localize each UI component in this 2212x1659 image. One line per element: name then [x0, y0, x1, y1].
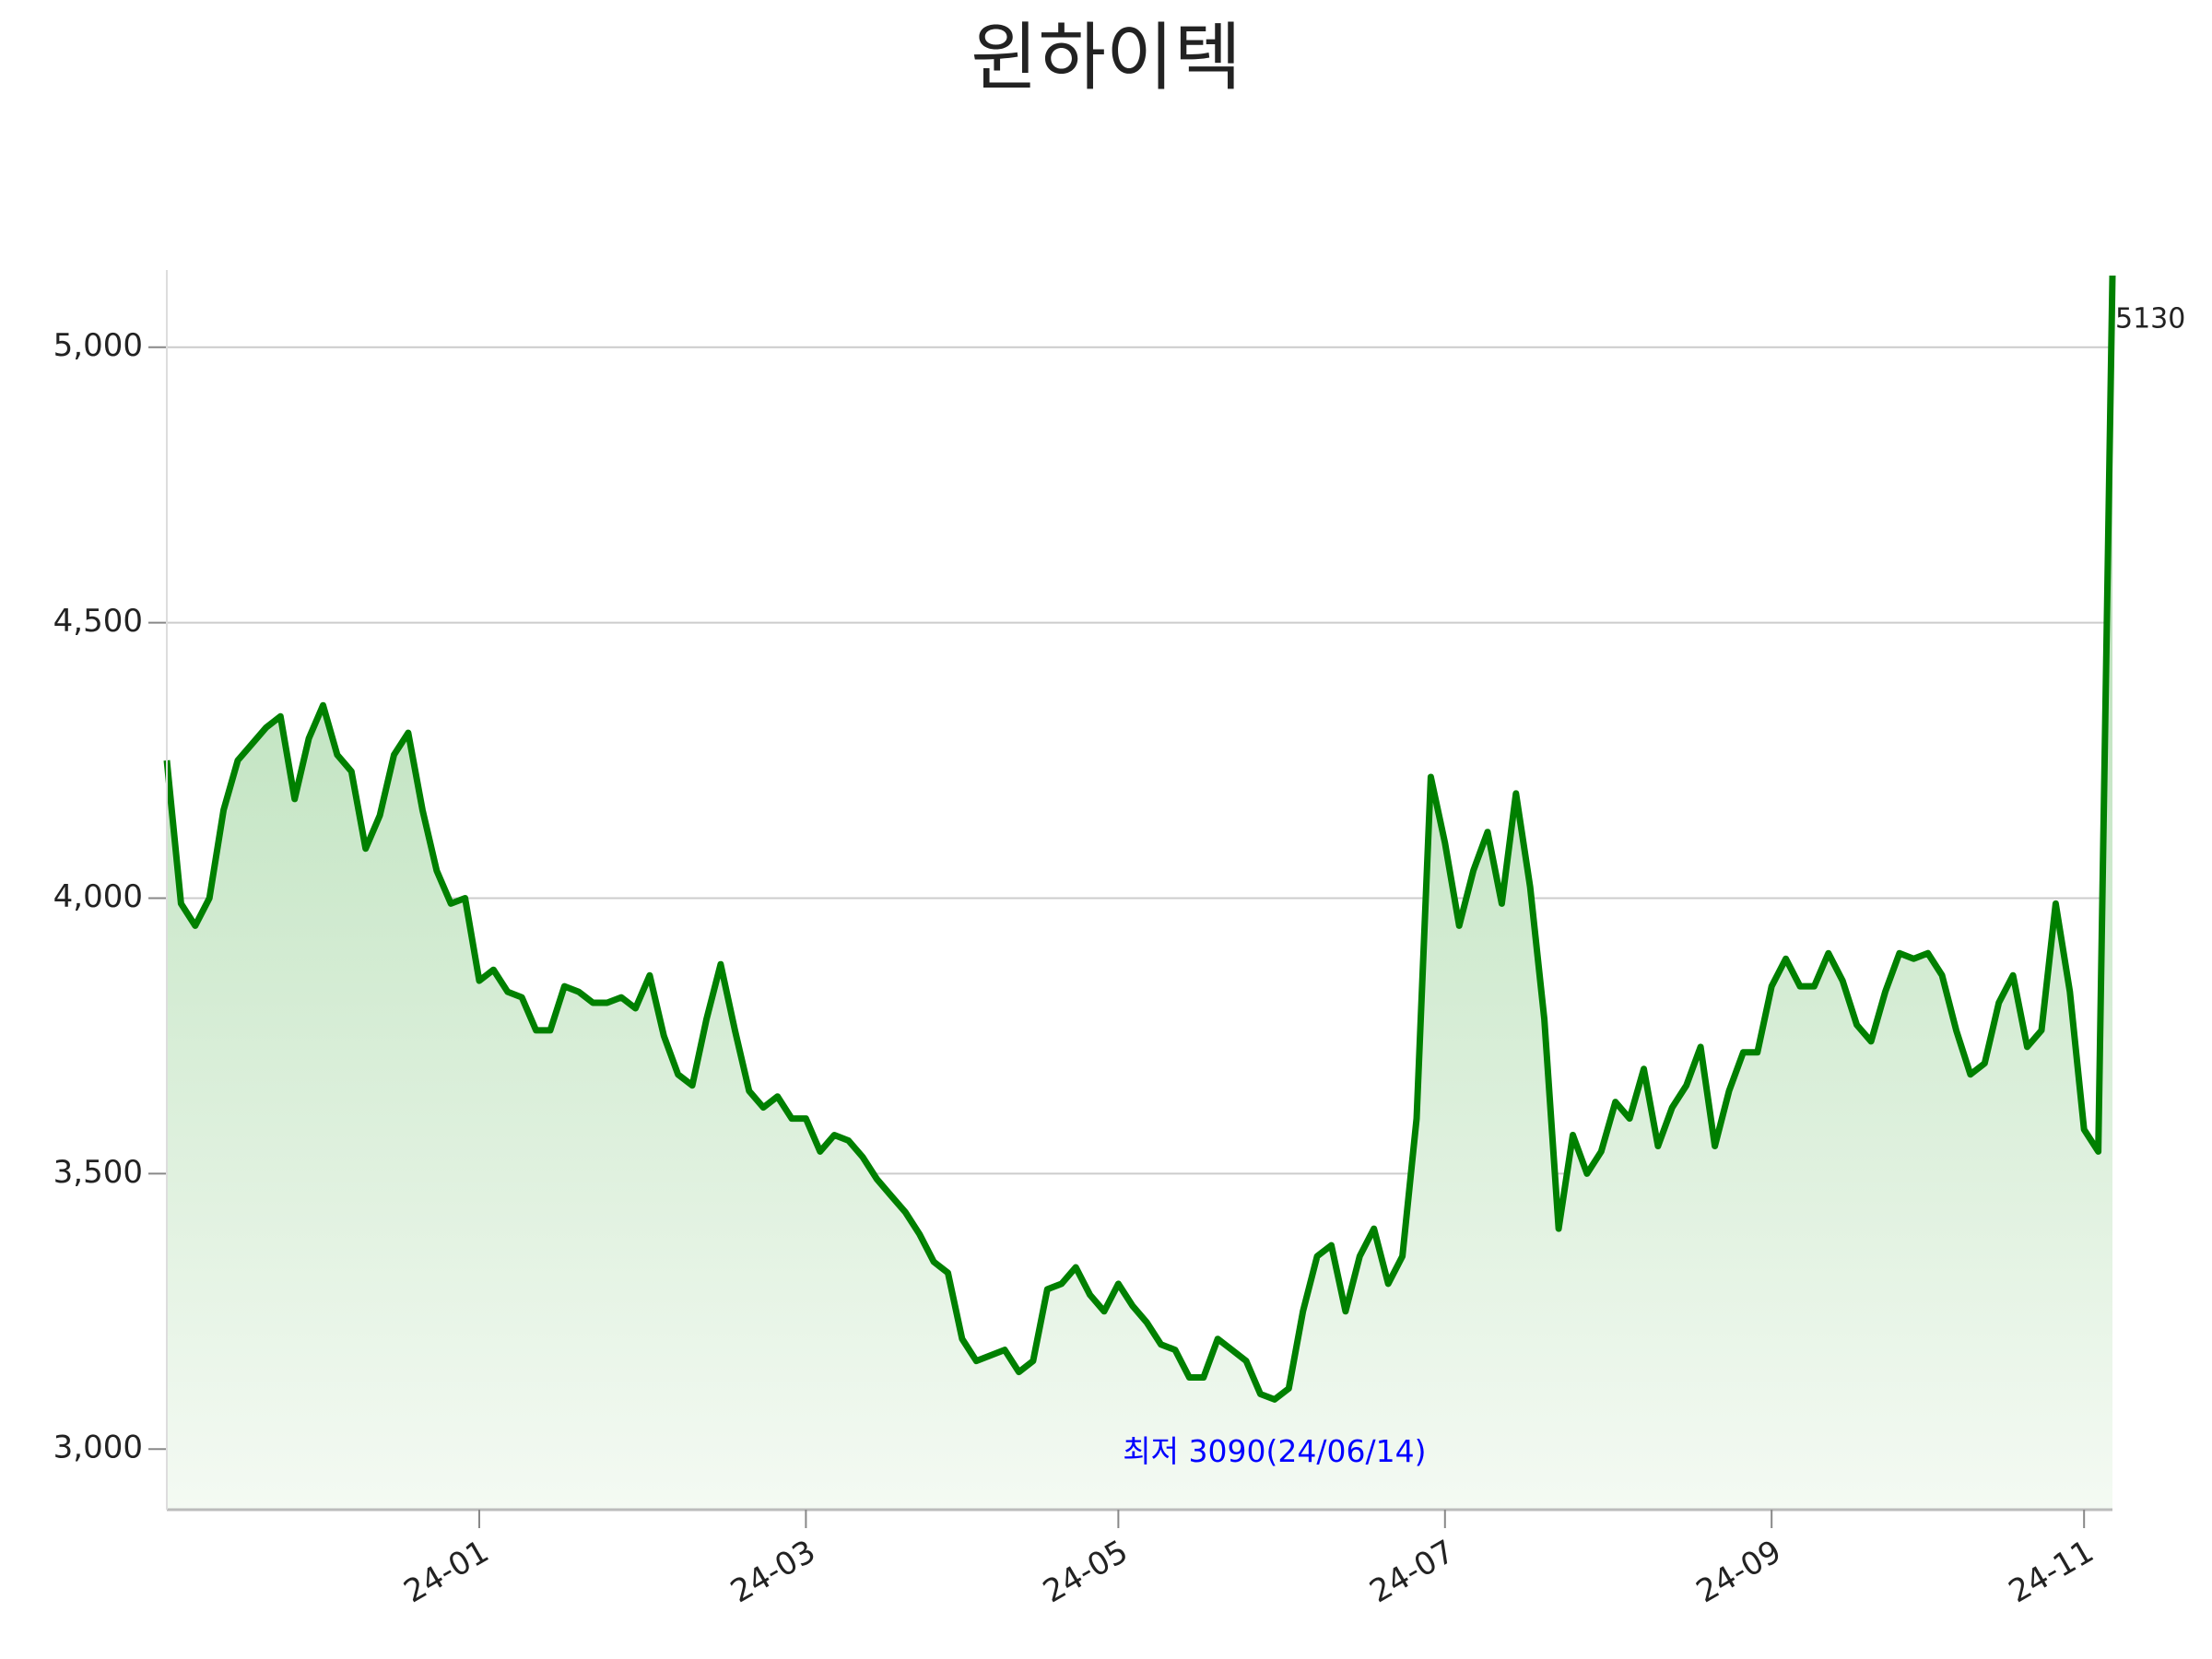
x-tick-label: 24-07: [1363, 1533, 1461, 1610]
y-tick-label: 3,500: [53, 1154, 143, 1191]
y-tick-label: 4,000: [53, 878, 143, 915]
x-tick-label: 24-09: [1690, 1533, 1788, 1610]
x-tick-label: 24-01: [398, 1533, 496, 1610]
area: [167, 276, 2112, 1510]
y-tick-label: 4,500: [53, 603, 143, 640]
last-annotation: 5130: [2115, 302, 2185, 335]
y-tick-label: 3,000: [53, 1430, 143, 1466]
x-tick-label: 24-11: [2003, 1533, 2100, 1610]
min-annotation: 최저 3090(24/06/14): [1123, 1433, 1426, 1469]
x-tick-label: 24-05: [1037, 1533, 1135, 1610]
chart-title: 윈하이텍: [971, 15, 1241, 100]
x-tick-label: 24-03: [724, 1533, 822, 1610]
price-line: [163, 275, 2116, 1403]
y-tick-label: 5,000: [53, 327, 143, 364]
